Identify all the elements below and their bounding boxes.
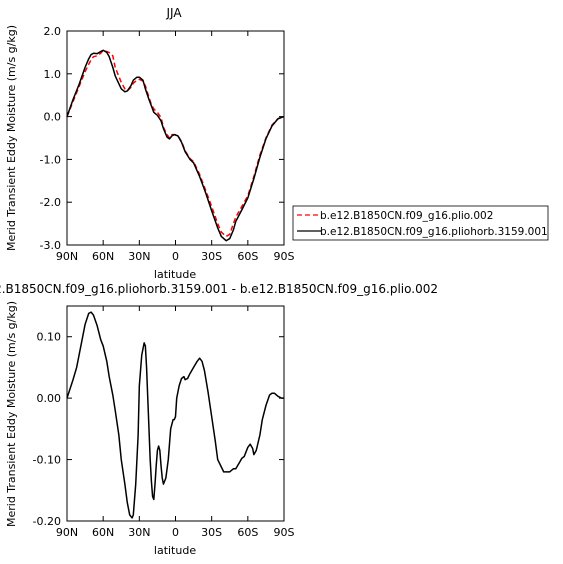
- x-tick-label: 90N: [56, 526, 78, 539]
- top-chart-x-axis-label: latitude: [154, 268, 196, 281]
- top-chart-x-ticks: 90N 60N 30N 0 30S 60S 90S: [56, 31, 295, 263]
- y-tick-label: -0.20: [33, 515, 61, 528]
- y-tick-label: 0.0: [44, 111, 62, 124]
- legend: b.e12.B1850CN.f09_g16.plio.002 b.e12.B18…: [292, 205, 549, 241]
- y-tick-label: 0.00: [37, 392, 62, 405]
- x-tick-label: 90N: [56, 250, 78, 263]
- x-tick-label: 60N: [92, 526, 114, 539]
- x-tick-label: 30S: [201, 526, 222, 539]
- top-chart-y-axis-label: Merid Transient Eddy Moisture (m/s g/kg): [5, 25, 18, 251]
- top-chart-title: JJA: [165, 6, 182, 20]
- bottom-chart-x-ticks: 90N 60N 30N 0 30S 60S 90S: [56, 306, 295, 539]
- bottom-chart-series: [66, 311, 284, 519]
- bottom-chart: b.e12.B1850CN.f09_g16.pliohorb.3159.001 …: [0, 282, 438, 557]
- x-tick-label: 60S: [237, 526, 258, 539]
- series-line-2: [66, 49, 285, 242]
- top-chart-y-ticks: 2.0 1.0 0.0 -1.0 -2.0 -3.0: [40, 25, 284, 252]
- bottom-chart-title: b.e12.B1850CN.f09_g16.pliohorb.3159.001 …: [0, 282, 438, 296]
- x-tick-label: 60N: [92, 250, 114, 263]
- series-line-1: [66, 49, 285, 238]
- x-tick-label: 30S: [201, 250, 222, 263]
- legend-label-series-2: b.e12.B1850CN.f09_g16.pliohorb.3159.001: [320, 226, 548, 238]
- bottom-chart-y-axis-label: Merid Transient Eddy Moisture (m/s g/kg): [5, 301, 18, 527]
- bottom-chart-y-ticks: 0.10 0.00 -0.10 -0.20: [33, 331, 284, 528]
- y-tick-label: -0.10: [33, 454, 61, 467]
- x-tick-label: 0: [172, 250, 179, 263]
- y-tick-label: 1.0: [44, 68, 62, 81]
- legend-label-series-1: b.e12.B1850CN.f09_g16.plio.002: [320, 210, 493, 222]
- series-line-1: [66, 311, 284, 519]
- y-tick-label: 0.10: [37, 331, 62, 344]
- x-tick-label: 0: [172, 526, 179, 539]
- x-tick-label: 90S: [274, 250, 295, 263]
- top-chart: JJA 90N 60N 30N 0 30S 60S 90S 2.0 1.0 0.0 -1.0 -2.…: [5, 6, 295, 281]
- x-tick-label: 90S: [274, 526, 295, 539]
- bottom-chart-x-axis-label: latitude: [154, 544, 196, 557]
- x-tick-label: 60S: [237, 250, 258, 263]
- x-tick-label: 30N: [128, 526, 150, 539]
- x-tick-label: 30N: [128, 250, 150, 263]
- top-chart-frame: [66, 30, 285, 246]
- y-tick-label: 2.0: [44, 25, 62, 38]
- y-tick-label: -2.0: [40, 196, 61, 209]
- top-chart-series: [66, 49, 285, 242]
- y-tick-label: -1.0: [40, 153, 61, 166]
- y-tick-label: -3.0: [40, 239, 61, 252]
- legend-box: [292, 205, 549, 241]
